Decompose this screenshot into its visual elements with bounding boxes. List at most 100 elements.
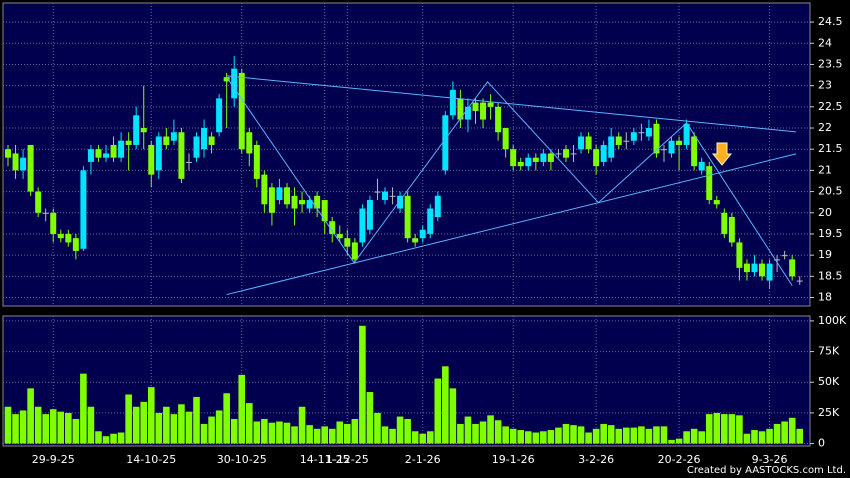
volume-bar xyxy=(19,410,27,444)
volume-bar xyxy=(653,426,660,444)
x-tick-label: 14-11-25 xyxy=(300,453,350,466)
y-tick-label: 25K xyxy=(818,406,840,419)
volume-bar xyxy=(577,426,585,444)
candle-body xyxy=(299,200,306,205)
y-tick-label: 21.5 xyxy=(818,142,843,155)
candle-body xyxy=(110,144,117,158)
candle-body xyxy=(721,212,728,234)
candle-body xyxy=(246,132,253,154)
candle-body xyxy=(5,149,11,158)
candle-body xyxy=(216,98,223,133)
y-tick-label: 20 xyxy=(818,206,832,219)
volume-bar xyxy=(502,426,509,444)
candle-body xyxy=(600,144,607,162)
x-tick-label: 19-1-26 xyxy=(492,453,535,466)
volume-bar xyxy=(396,416,404,444)
candle-body xyxy=(336,233,343,239)
volume-bar xyxy=(766,428,773,444)
volume-bar xyxy=(434,378,442,444)
x-tick-label: 2-1-26 xyxy=(405,453,441,466)
x-tick-label: 20-2-26 xyxy=(658,453,701,466)
volume-bar xyxy=(487,415,494,444)
candle-body xyxy=(72,238,79,251)
volume-bar xyxy=(555,427,562,444)
candle-body xyxy=(457,98,464,120)
trend-line xyxy=(226,75,797,133)
candle-body xyxy=(412,238,419,243)
volume-bar xyxy=(547,430,555,444)
candle-body xyxy=(766,263,773,281)
volume-bar xyxy=(668,439,675,444)
volume-bar xyxy=(185,411,193,444)
candle-body xyxy=(50,212,57,234)
volume-bar xyxy=(12,414,19,444)
volume-bar xyxy=(238,374,246,444)
candle-body xyxy=(668,140,675,154)
volume-bar xyxy=(178,404,185,444)
trend-line xyxy=(226,76,793,286)
candle-body xyxy=(638,132,645,134)
candle-body xyxy=(781,255,788,257)
candle-body xyxy=(585,136,592,150)
candle-body xyxy=(645,128,652,137)
candle-body xyxy=(193,136,200,158)
y-tick-label: 20.5 xyxy=(818,185,843,198)
volume-bar xyxy=(4,406,12,444)
volume-bar xyxy=(215,410,223,444)
candle-body xyxy=(562,149,569,158)
candle-body xyxy=(525,157,532,167)
candle-body xyxy=(321,200,328,222)
volume-bar xyxy=(351,419,359,444)
volume-bar xyxy=(313,428,321,444)
candle-body xyxy=(698,161,705,171)
candle-body xyxy=(351,242,358,260)
candle-body xyxy=(427,208,434,234)
volume-bar xyxy=(404,419,411,444)
candle-body xyxy=(510,149,517,167)
candle-body xyxy=(57,233,64,239)
candle-body xyxy=(374,191,381,193)
candle-body xyxy=(140,128,147,133)
candle-body xyxy=(329,221,336,234)
volume-bar xyxy=(773,423,781,444)
y-tick-label: 100K xyxy=(818,314,847,327)
candle-body xyxy=(751,263,758,273)
volume-bar xyxy=(328,428,336,444)
candle-body xyxy=(148,144,155,175)
volume-bar xyxy=(72,419,80,444)
volume-bar xyxy=(102,436,110,444)
candle-body xyxy=(774,259,781,261)
volume-bar xyxy=(630,427,638,444)
candle-body xyxy=(283,187,290,205)
volume-bar xyxy=(57,411,65,444)
candle-body xyxy=(517,161,524,167)
volume-bar xyxy=(381,426,389,444)
candle-body xyxy=(291,195,298,209)
candle-body xyxy=(630,132,637,141)
volume-bar xyxy=(570,425,577,444)
volume-bar xyxy=(592,428,600,444)
candle-body xyxy=(163,136,170,145)
volume-bar xyxy=(615,428,623,444)
volume-bar xyxy=(713,412,721,444)
x-tick-label: 3-2-26 xyxy=(578,453,614,466)
candle-body xyxy=(20,157,27,171)
candle-body xyxy=(87,149,94,162)
volume-bar xyxy=(494,420,502,444)
volume-bar xyxy=(117,432,125,444)
candle-body xyxy=(231,68,238,99)
volume-bar xyxy=(34,406,42,444)
volume-bar xyxy=(283,422,291,444)
candle-body xyxy=(502,128,509,150)
y-tick-label: 0 xyxy=(818,437,825,450)
volume-bar xyxy=(585,432,592,444)
volume-bar xyxy=(524,431,532,444)
candle-body xyxy=(532,157,539,162)
volume-bar xyxy=(132,406,140,444)
x-tick-label: 30-10-25 xyxy=(217,453,267,466)
candle-body xyxy=(103,153,110,158)
x-tick-label: 14-10-25 xyxy=(126,453,176,466)
y-tick-label: 24.5 xyxy=(818,15,843,28)
volume-bar xyxy=(705,414,713,444)
